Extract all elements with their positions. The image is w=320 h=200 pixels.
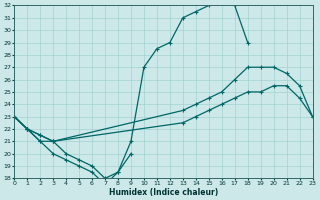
X-axis label: Humidex (Indice chaleur): Humidex (Indice chaleur) <box>109 188 218 197</box>
